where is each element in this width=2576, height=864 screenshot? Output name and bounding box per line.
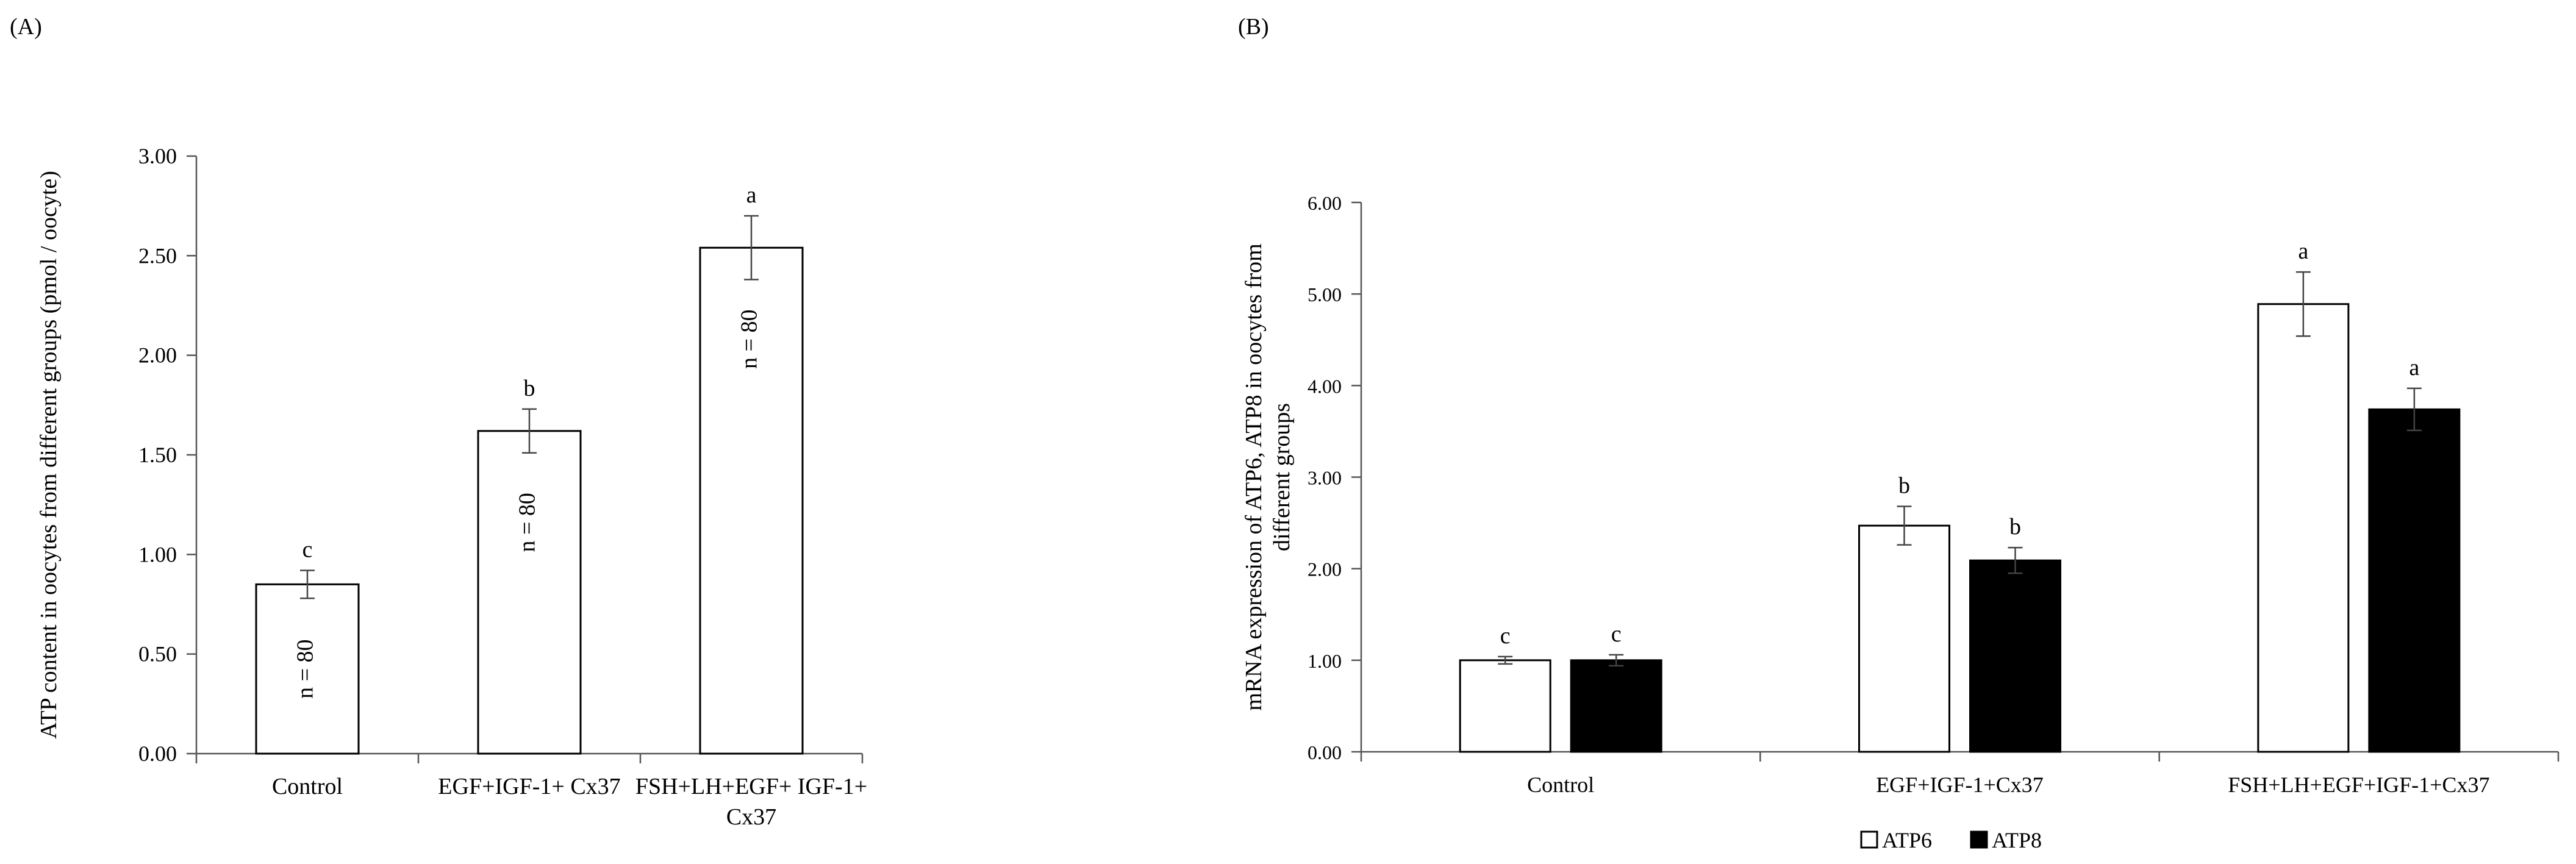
bar xyxy=(1459,659,1551,753)
y-axis-label: ATP content in oocytes from different gr… xyxy=(36,171,62,739)
significance-label: c xyxy=(1611,621,1622,647)
significance-label: b xyxy=(524,376,535,401)
y-tick-label: 3.00 xyxy=(1308,467,1342,489)
bar xyxy=(255,583,360,755)
y-tick-label: 1.00 xyxy=(1308,650,1342,672)
significance-label: a xyxy=(746,182,757,208)
y-tick-label: 6.00 xyxy=(1308,192,1342,214)
y-tick-label: 2.00 xyxy=(1308,559,1342,580)
legend-swatch-atp6 xyxy=(1860,830,1878,849)
bar xyxy=(699,246,804,755)
y-tick-label: 0.00 xyxy=(138,741,177,766)
y-tick-label: 0.50 xyxy=(138,642,177,666)
panel-label: (A) xyxy=(10,14,42,40)
legend-label-atp8: ATP8 xyxy=(1992,828,2042,852)
y-tick-label: 1.50 xyxy=(138,443,177,467)
x-tick-label: EGF+IGF-1+ Cx37 xyxy=(438,774,620,799)
significance-label: c xyxy=(302,537,313,562)
significance-label: a xyxy=(2409,355,2419,380)
panel-label: (B) xyxy=(1238,14,1269,40)
panel-a: (A) 0.00 0.50 1.00 1.50 2.00 2.50 3.00 Control EG… xyxy=(10,14,867,830)
y-tick-label: 2.50 xyxy=(138,243,177,268)
significance-label: b xyxy=(1898,473,1910,499)
bar xyxy=(1969,559,2061,753)
x-tick-label: FSH+LH+EGF+ IGF-1+ xyxy=(635,774,867,799)
legend-swatch-atp8 xyxy=(1970,830,1988,849)
x-tick-label: FSH+LH+EGF+IGF-1+Cx37 xyxy=(2228,773,2489,797)
y-tick-label: 2.00 xyxy=(138,343,177,368)
significance-label: c xyxy=(1500,623,1511,649)
y-tick-label: 5.00 xyxy=(1308,284,1342,305)
bar-sample-size-label: n = 80 xyxy=(737,310,762,369)
y-axis-label: mRNA expression of ATP6, ATP8 in oocytes… xyxy=(1241,243,1267,710)
bar xyxy=(2257,303,2350,753)
y-axis-label: different groups xyxy=(1269,403,1295,551)
bar xyxy=(1570,659,1662,753)
significance-label: b xyxy=(2009,514,2021,540)
y-tick-label: 3.00 xyxy=(138,144,177,168)
bar-sample-size-label: n = 80 xyxy=(293,639,318,698)
x-tick-label: Cx37 xyxy=(726,804,776,830)
legend-label-atp6: ATP6 xyxy=(1882,828,1932,852)
y-tick-label: 1.00 xyxy=(138,542,177,566)
x-tick-label: Control xyxy=(272,774,343,799)
bar xyxy=(2368,408,2461,753)
bar xyxy=(1858,524,1950,753)
y-tick-label: 4.00 xyxy=(1308,375,1342,397)
x-tick-label: EGF+IGF-1+Cx37 xyxy=(1876,773,2044,797)
significance-label: a xyxy=(2298,238,2308,264)
bar-sample-size-label: n = 80 xyxy=(515,493,540,552)
x-tick-label: Control xyxy=(1527,773,1594,797)
bar xyxy=(477,430,582,755)
y-tick-label: 0.00 xyxy=(1308,741,1342,763)
panel-b: (B) 0.00 1.00 2.00 3.00 4.00 5.00 6.00 Control EG… xyxy=(1238,14,2560,852)
